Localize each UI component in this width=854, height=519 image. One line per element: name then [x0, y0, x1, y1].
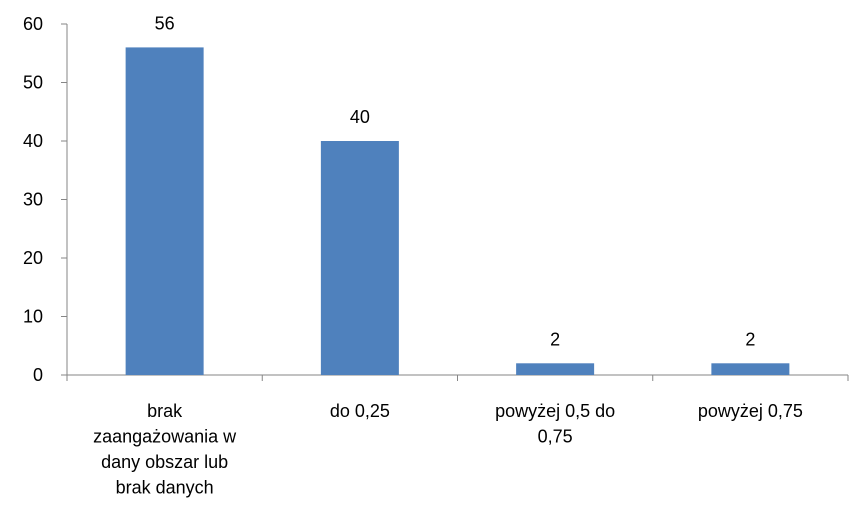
y-tick-label: 50	[23, 73, 43, 93]
bar	[320, 141, 399, 375]
category-label: brak zaangażowania w dany obszar lub brak d…	[93, 401, 237, 498]
y-tick-label: 10	[23, 307, 43, 327]
data-label: 2	[745, 329, 755, 349]
y-tick-label: 40	[23, 131, 43, 151]
data-label: 56	[155, 13, 175, 33]
y-tick-label: 20	[23, 248, 43, 268]
bars	[125, 47, 790, 376]
x-axis	[66, 374, 849, 381]
y-tick-label: 60	[23, 14, 43, 34]
category-label: powyżej 0,5 do 0,75	[495, 401, 615, 447]
category-label: powyżej 0,75	[698, 401, 803, 421]
y-tick-label: 0	[33, 365, 43, 385]
data-labels: 56 40 2 2	[155, 13, 756, 349]
bar	[125, 47, 204, 376]
data-label: 2	[550, 329, 560, 349]
y-axis: 0 10 20 30 40 50 60	[23, 14, 68, 385]
y-tick-label: 30	[23, 190, 43, 210]
category-label: do 0,25	[330, 401, 390, 421]
bar	[516, 363, 595, 375]
category-labels: brak zaangażowania w dany obszar lub brak d…	[93, 401, 803, 498]
data-label: 40	[350, 107, 370, 127]
bar	[711, 363, 790, 375]
